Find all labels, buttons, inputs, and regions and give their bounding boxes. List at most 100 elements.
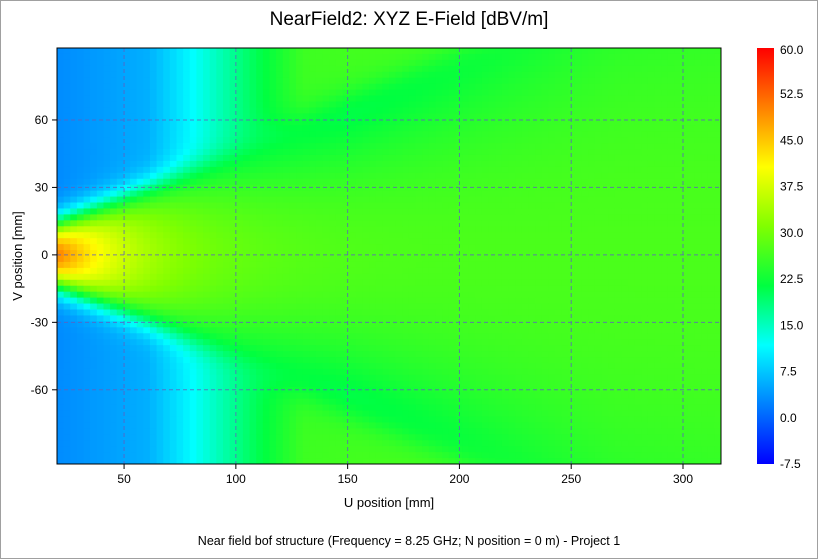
heatmap-cell — [130, 250, 138, 257]
heatmap-cell — [209, 77, 217, 85]
heatmap-cell — [242, 166, 251, 174]
heatmap-cell — [315, 244, 324, 251]
heatmap-cell — [422, 273, 430, 281]
heatmap-cell — [136, 368, 144, 376]
heatmap-cell — [442, 422, 450, 429]
heatmap-cell — [63, 107, 71, 114]
heatmap-cell — [501, 125, 510, 132]
heatmap-cell — [57, 226, 65, 233]
heatmap-cell — [389, 214, 397, 221]
heatmap-cell — [462, 345, 470, 352]
heatmap-cell — [236, 422, 244, 429]
heatmap-cell — [136, 125, 144, 132]
heatmap-cell — [223, 95, 231, 103]
heatmap-cell — [189, 250, 198, 257]
heatmap-cell — [475, 220, 483, 227]
heatmap-cell — [296, 374, 304, 382]
heatmap-cell — [63, 410, 71, 418]
heatmap-cell — [70, 244, 78, 251]
heatmap-cell — [495, 446, 503, 453]
heatmap-cell — [96, 154, 105, 162]
heatmap-cell — [276, 315, 284, 322]
heatmap-cell — [203, 279, 211, 287]
heatmap-cell — [163, 285, 171, 293]
heatmap-cell — [63, 59, 71, 67]
heatmap-cell — [143, 267, 151, 275]
heatmap-cell — [428, 166, 437, 174]
heatmap-cell — [189, 416, 198, 423]
heatmap-cell — [362, 434, 370, 441]
heatmap-cell — [481, 261, 490, 269]
heatmap-cell — [508, 452, 516, 459]
heatmap-cell — [249, 333, 257, 340]
heatmap-cell — [369, 357, 377, 364]
heatmap-cell — [342, 452, 350, 459]
heatmap-cell — [256, 458, 264, 464]
heatmap-cell — [216, 125, 224, 132]
heatmap-cell — [103, 202, 111, 210]
heatmap-cell — [90, 416, 98, 423]
heatmap-cell — [428, 226, 437, 233]
heatmap-cell — [242, 48, 251, 55]
heatmap-cell — [329, 428, 337, 435]
heatmap-cell — [382, 279, 390, 287]
heatmap-cell — [63, 428, 71, 435]
heatmap-cell — [216, 315, 224, 322]
heatmap-cell — [302, 267, 310, 275]
heatmap-cell — [136, 214, 144, 221]
heatmap-cell — [488, 101, 496, 109]
heatmap-cell — [309, 71, 317, 79]
heatmap-cell — [422, 410, 430, 418]
heatmap-cell — [362, 154, 370, 162]
heatmap-cell — [428, 279, 437, 287]
heatmap-cell — [495, 416, 503, 423]
heatmap-cell — [442, 172, 450, 180]
heatmap-cell — [103, 440, 111, 447]
heatmap-cell — [415, 154, 423, 162]
heatmap-cell — [110, 208, 118, 215]
heatmap-cell — [57, 149, 65, 156]
heatmap-cell — [415, 160, 423, 168]
heatmap-cell — [515, 291, 523, 299]
heatmap-cell — [508, 232, 516, 239]
heatmap-cell — [382, 59, 390, 67]
heatmap-cell — [276, 362, 284, 370]
heatmap-cell — [209, 137, 217, 144]
heatmap-cell — [408, 303, 417, 311]
heatmap-cell — [442, 398, 450, 406]
heatmap-cell — [196, 374, 204, 382]
heatmap-cell — [249, 261, 257, 269]
heatmap-cell — [349, 214, 357, 221]
heatmap-cell — [103, 208, 111, 215]
heatmap-cell — [475, 131, 483, 138]
heatmap-cell — [289, 172, 297, 180]
heatmap-cell — [508, 285, 516, 293]
heatmap-cell — [349, 279, 357, 287]
heatmap-cell — [256, 422, 264, 429]
heatmap-cell — [481, 232, 490, 239]
heatmap-cell — [249, 125, 257, 132]
heatmap-cell — [402, 291, 410, 299]
heatmap-cell — [309, 267, 317, 275]
heatmap-cell — [481, 327, 490, 334]
heatmap-cell — [335, 267, 344, 275]
heatmap-cell — [462, 95, 470, 103]
heatmap-cell — [149, 440, 158, 447]
heatmap-cell — [389, 65, 397, 73]
heatmap-cell — [209, 59, 217, 67]
heatmap-cell — [296, 220, 304, 227]
heatmap-cell — [262, 357, 271, 364]
heatmap-cell — [342, 380, 350, 388]
heatmap-cell — [63, 154, 71, 162]
heatmap-cell — [149, 83, 158, 91]
heatmap-cell — [442, 428, 450, 435]
heatmap-cell — [475, 71, 483, 79]
heatmap-cell — [163, 83, 171, 91]
heatmap-cell — [349, 309, 357, 317]
heatmap-cell — [223, 160, 231, 168]
heatmap-cell — [355, 131, 364, 138]
heatmap-cell — [196, 315, 204, 322]
heatmap-cell — [309, 297, 317, 305]
heatmap-cell — [428, 65, 437, 73]
heatmap-cell — [415, 351, 423, 358]
